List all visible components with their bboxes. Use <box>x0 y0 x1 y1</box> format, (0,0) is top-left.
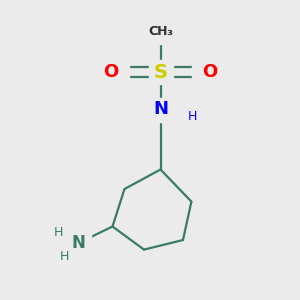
Text: H: H <box>60 250 69 263</box>
Point <box>115 70 119 74</box>
Text: O: O <box>202 63 217 81</box>
Text: H: H <box>54 226 63 239</box>
Point <box>158 70 163 74</box>
Text: CH₃: CH₃ <box>148 25 173 38</box>
Text: N: N <box>72 234 86 252</box>
Point <box>76 241 81 245</box>
Text: H: H <box>187 110 197 123</box>
Point <box>158 29 163 34</box>
Text: CH₃: CH₃ <box>149 25 172 38</box>
Text: O: O <box>103 63 118 81</box>
Text: N: N <box>153 100 168 118</box>
Point <box>202 70 206 74</box>
Text: S: S <box>154 62 167 82</box>
Point <box>158 107 163 112</box>
